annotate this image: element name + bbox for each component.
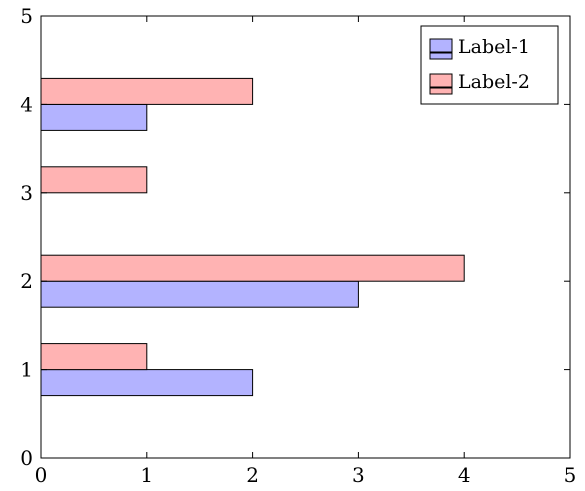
x-tick-label: 5 — [564, 463, 577, 487]
bar-label-2-3 — [40, 166, 148, 194]
y-tick-label: 4 — [20, 92, 33, 116]
legend-swatch-label-2 — [429, 73, 453, 88]
legend-swatch-label-1 — [429, 38, 453, 53]
x-tick-label: 2 — [246, 463, 259, 487]
legend-items: Label-1 Label-2 — [429, 36, 530, 95]
y-tick-label: 5 — [20, 4, 33, 28]
plot-frame — [40, 15, 571, 459]
legend-swatch-label-1-bar — [429, 52, 453, 60]
bar-label-1-4 — [40, 103, 148, 131]
tick-labels-layer: 0 1 2 3 4 5 0 1 2 3 4 5 — [20, 4, 576, 487]
legend-label-label-2: Label-2 — [458, 71, 530, 93]
bar-label-2-2 — [40, 254, 465, 282]
legend-label-label-1: Label-1 — [458, 36, 530, 58]
bar-label-1-1 — [40, 369, 254, 397]
legend-swatch-label-2-bar — [429, 87, 453, 95]
x-tick-label: 4 — [458, 463, 471, 487]
x-tick-label: 3 — [352, 463, 365, 487]
bar-label-2-4 — [40, 77, 254, 105]
y-tick-label: 1 — [20, 358, 33, 382]
legend: Label-1 Label-2 — [420, 25, 559, 105]
bar-label-1-2 — [40, 280, 359, 308]
x-tick-label: 0 — [35, 463, 48, 487]
y-tick-label: 3 — [20, 181, 33, 205]
bar-label-2-1 — [40, 343, 148, 371]
y-tick-label: 2 — [20, 269, 33, 293]
bars-layer — [40, 77, 465, 397]
y-tick-label: 0 — [20, 446, 33, 470]
x-tick-label: 1 — [140, 463, 153, 487]
